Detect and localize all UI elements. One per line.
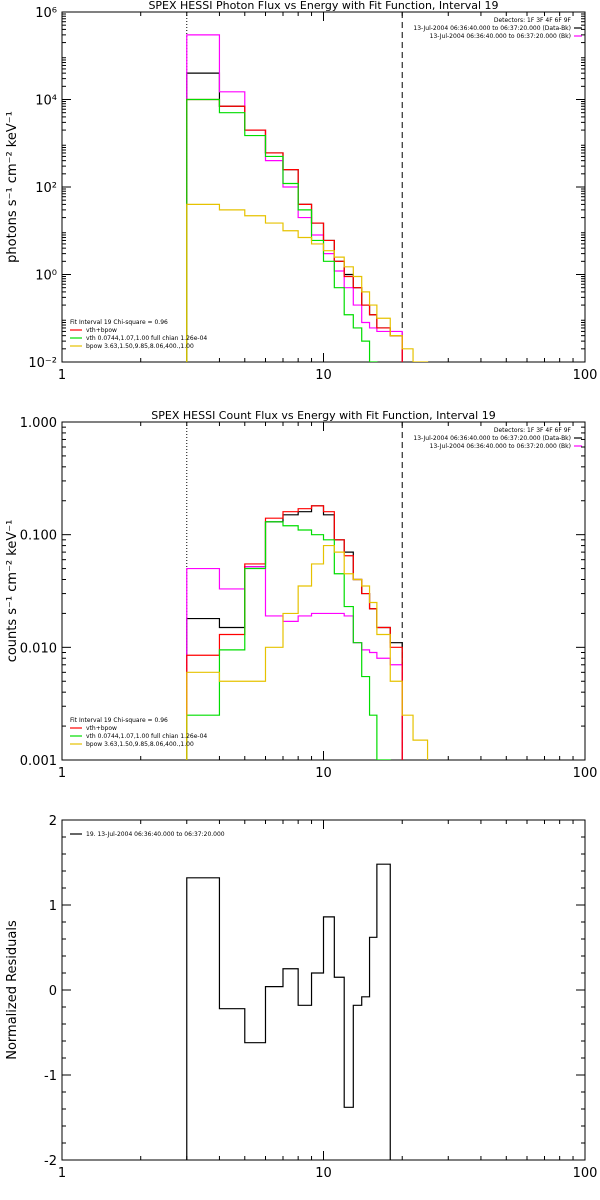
series-vth-step-line [186,521,391,760]
header-line: 13-Jul-2004 06:36:40.000 to 06:37:20.000… [430,33,571,40]
x-tick-label: 10 [315,766,332,781]
header-line: 13-Jul-2004 06:36:40.000 to 06:37:20.000… [413,435,571,442]
x-tick-label: 1 [58,1166,66,1181]
legend-label: vth+bpow [86,327,117,334]
y-tick-label: 10⁻² [28,356,57,371]
series-bpow-step-line [186,203,429,362]
x-tick-label: 100 [573,368,598,383]
series-total-step-line [186,98,403,362]
y-tick-label: 0.001 [20,754,57,769]
header-line: Detectors: 1F 3F 4F 6F 9F [494,427,572,434]
y-tick-label: 0.010 [20,641,57,656]
x-tick-label: 1 [58,766,66,781]
axes-frame [61,11,586,363]
chart-title: SPEX HESSI Count Flux vs Energy with Fit… [151,409,495,422]
x-tick-label: 1 [58,368,66,383]
legend-label: bpow 3.63,1.50,9.85,8.06,400.,1.00 [86,343,194,350]
y-tick-label: 1 [49,899,57,914]
y-tick-label: 10² [35,181,57,196]
chart-title: SPEX HESSI Photon Flux vs Energy with Fi… [148,0,498,12]
axes-frame [61,819,586,1161]
y-axis-label: counts s⁻¹ cm⁻² keV⁻¹ [5,520,20,663]
header-line: 13-Jul-2004 06:36:40.000 to 06:37:20.000… [430,443,571,450]
legend-label: 19. 13-Jul-2004 06:36:40.000 to 06:37:20… [86,831,225,838]
chart-panel-1: SPEX HESSI Photon Flux vs Energy with Fi… [5,0,597,383]
chart-panel-3: 1 10 100 -2 -1 0 1 2 Normalized Residuals 19. 13-… [5,814,597,1181]
legend-label: vth 0.0744,1.07,1.00 full chian 1.26e-04 [86,733,207,740]
y-axis-label: Normalized Residuals [5,920,20,1060]
legend-title: Fit Interval 19 Chi-square = 0.96 [70,717,168,724]
series-total-step-line [186,505,403,760]
legend-label: vth+bpow [86,725,117,732]
y-tick-label: -1 [44,1069,57,1084]
y-tick-label: 10⁰ [35,269,57,284]
header-line: Detectors: 1F 3F 4F 6F 9F [494,17,572,24]
series-vth-step-line [186,98,378,362]
x-tick-label: 100 [573,766,598,781]
legend-label: bpow 3.63,1.50,9.85,8.06,400.,1.00 [86,741,194,748]
y-tick-label: 1.000 [20,416,57,431]
x-tick-label: 100 [573,1166,598,1181]
y-tick-label: 2 [49,814,57,829]
header-line: 13-Jul-2004 06:36:40.000 to 06:37:20.000… [413,25,571,32]
series-bpow-step-line [186,544,429,760]
axes-frame [61,421,586,761]
x-tick-label: 10 [315,1166,332,1181]
legend-title: Fit Interval 19 Chi-square = 0.96 [70,319,168,326]
y-tick-label: 0.100 [20,529,57,544]
series-data-step-line [186,72,403,362]
chart-panel-2: SPEX HESSI Count Flux vs Energy with Fit… [5,409,597,781]
series-data-step-line [186,863,391,1160]
plot-area [186,505,429,760]
y-tick-label: 10⁶ [35,6,57,21]
y-tick-label: -2 [44,1154,57,1169]
plot-area [186,34,429,362]
y-axis-label: photons s⁻¹ cm⁻² keV⁻¹ [5,111,20,263]
y-tick-label: 10⁴ [35,94,57,109]
plot-area [186,863,391,1160]
y-tick-label: 0 [49,984,57,999]
x-tick-label: 10 [315,368,332,383]
legend-label: vth 0.0744,1.07,1.00 full chian 1.26e-04 [86,335,207,342]
